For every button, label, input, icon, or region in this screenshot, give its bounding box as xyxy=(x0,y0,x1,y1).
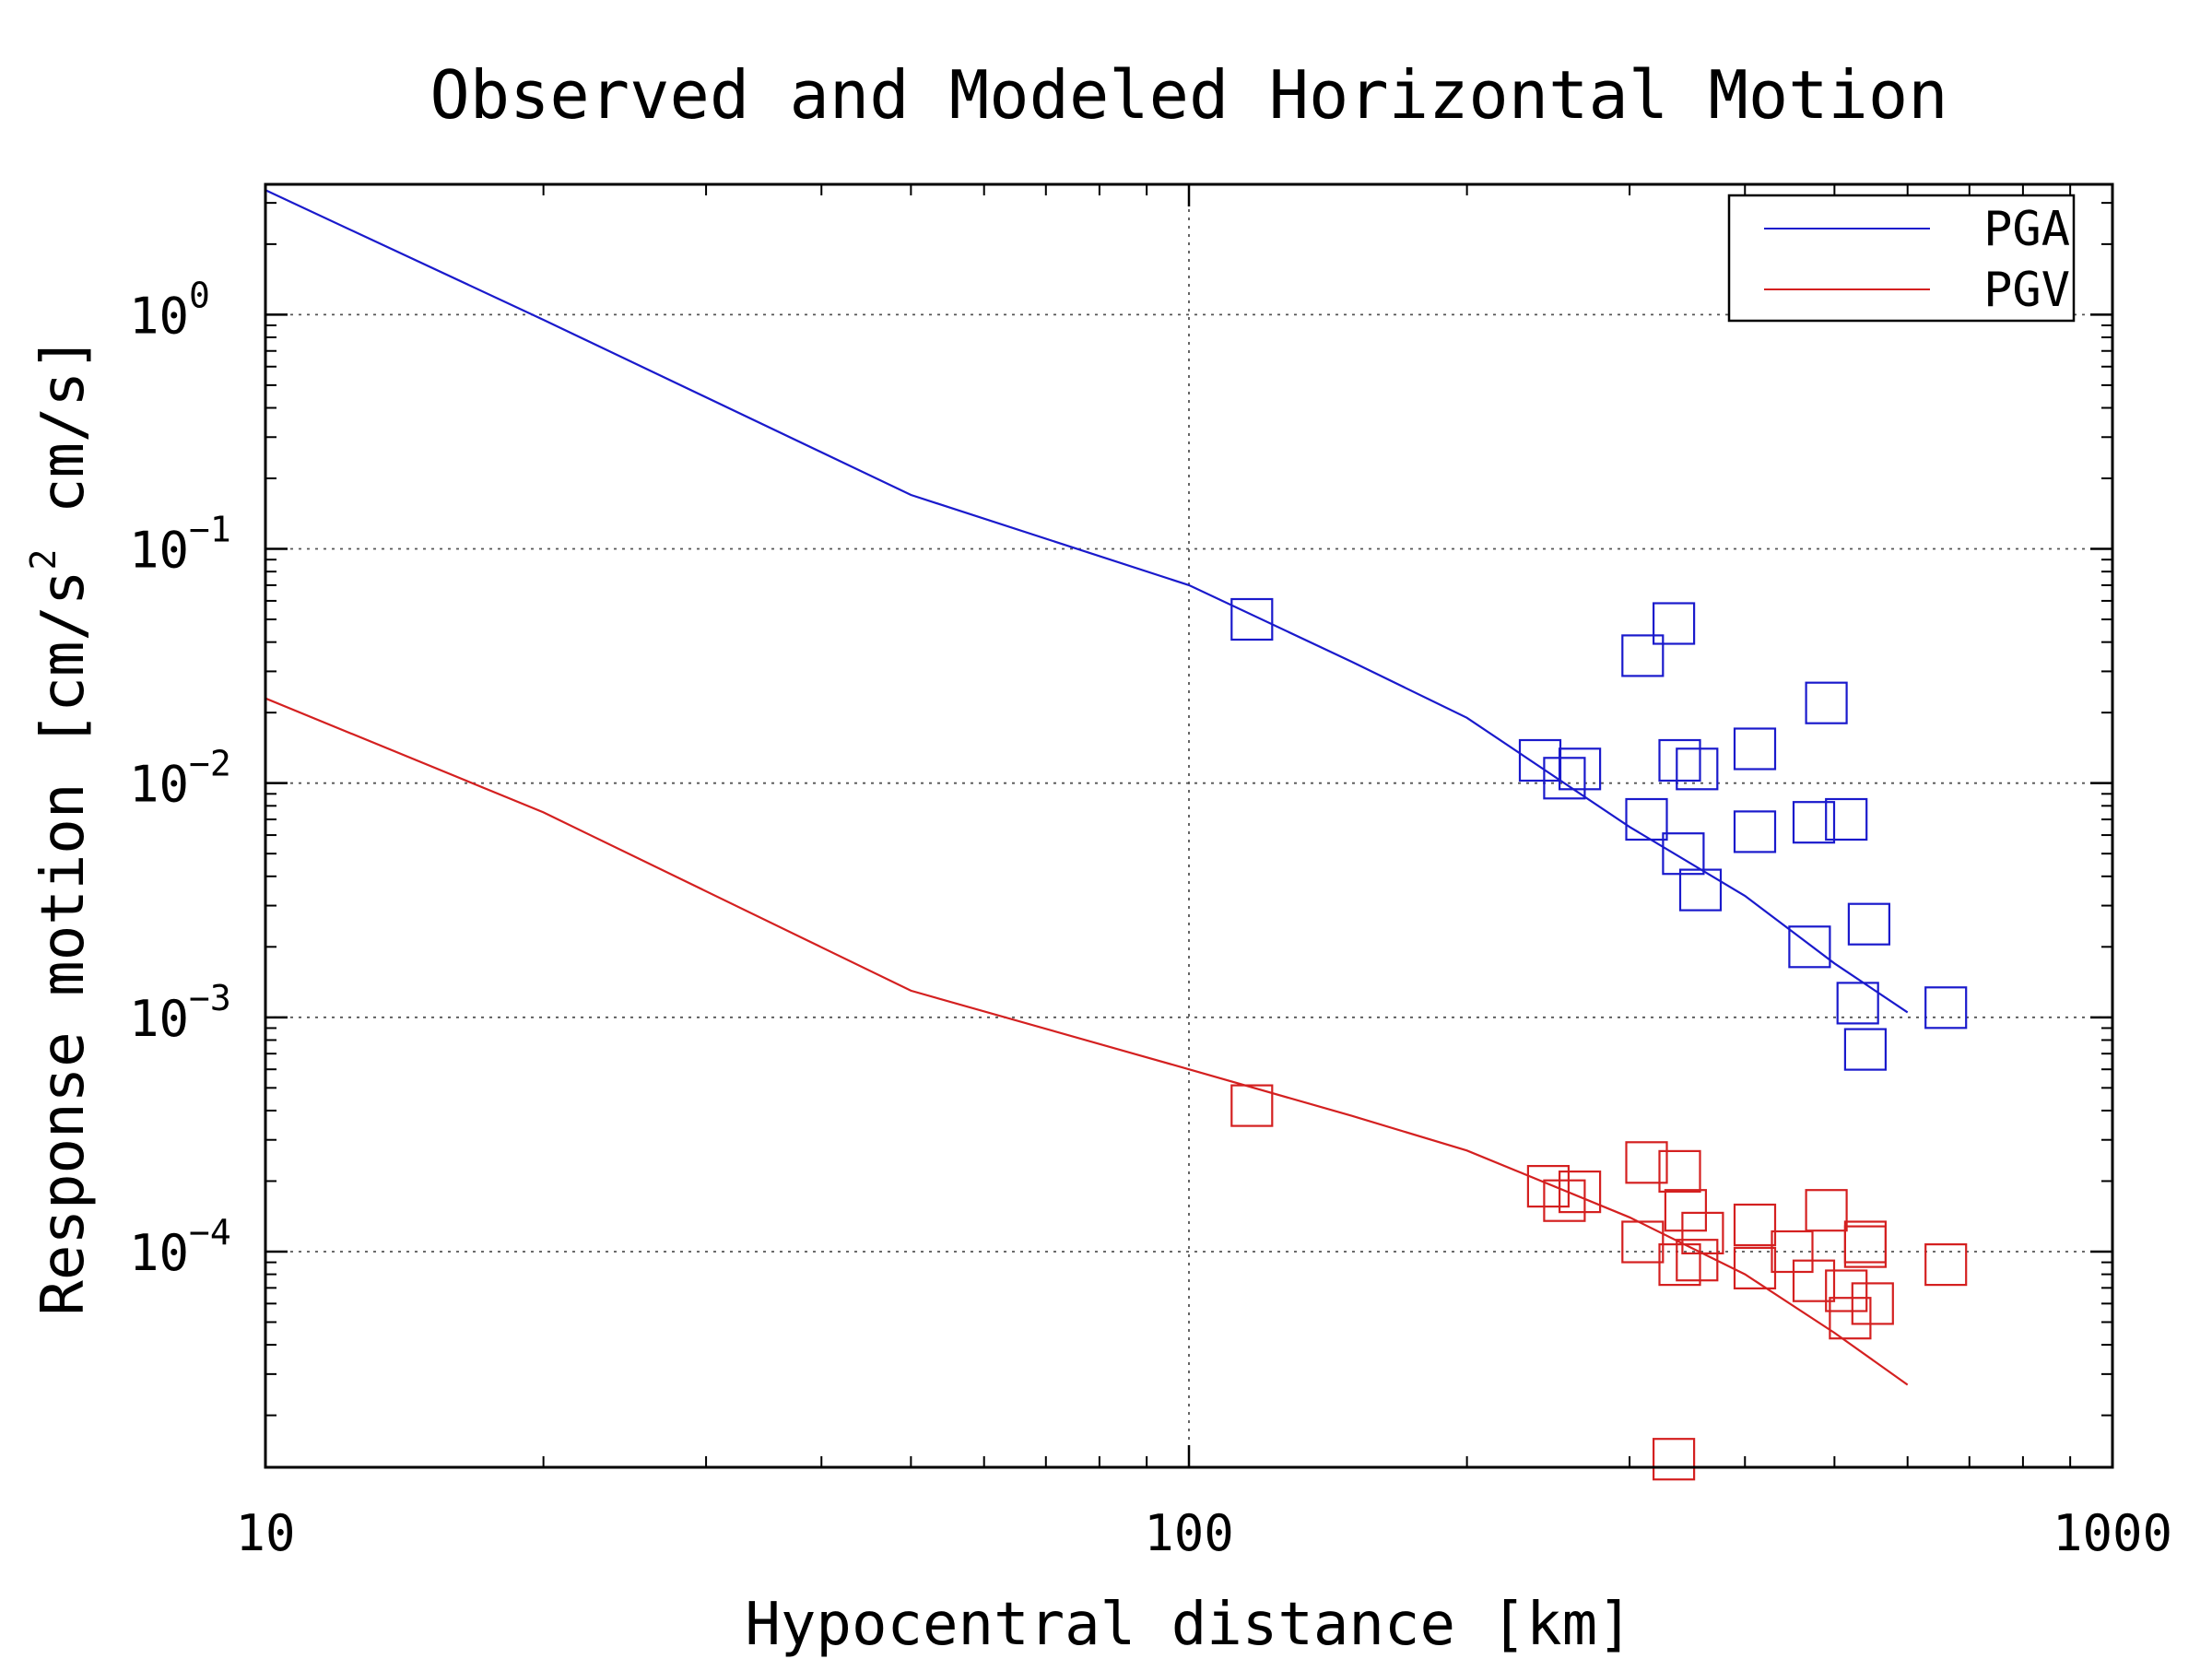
pga-observed-point xyxy=(1678,868,1723,912)
y-tick-label-base: 10 xyxy=(129,1224,189,1282)
y-tick-label-exponent: −3 xyxy=(189,978,231,1018)
series-layer xyxy=(265,189,1968,1481)
y-tick-label-exponent: −2 xyxy=(189,744,231,784)
y-tick-label-exponent: −1 xyxy=(189,510,231,550)
pgv-observed-point xyxy=(1658,1242,1701,1287)
pga-observed-point xyxy=(1662,832,1705,876)
pga-observed-point xyxy=(1733,810,1777,853)
pgv-observed-point xyxy=(1924,1242,1968,1287)
y-axis-label-unit: cm/s] xyxy=(29,335,98,548)
pga-observed-point xyxy=(1847,902,1891,946)
pga-observed-point xyxy=(1558,747,1602,791)
y-tick-label: 10−1 xyxy=(129,510,231,580)
y-tick-label-base: 10 xyxy=(129,522,189,580)
pga-observed-point xyxy=(1788,925,1831,969)
pgv-observed-point xyxy=(1805,1189,1848,1232)
legend-label-pgv: PGV xyxy=(1983,263,2070,318)
grid-lines xyxy=(265,184,2112,1467)
x-axis-label: Hypocentral distance [km] xyxy=(745,1591,1632,1659)
x-tick-label: 100 xyxy=(1144,1504,1234,1562)
pgv-observed-point xyxy=(1792,1259,1836,1302)
y-tick-label: 100 xyxy=(129,275,210,345)
chart-title: Observed and Modeled Horizontal Motion xyxy=(429,56,1947,134)
plot-frame xyxy=(264,182,2114,1469)
pga-observed-point xyxy=(1843,1028,1888,1071)
y-tick-label-exponent: 0 xyxy=(189,275,210,315)
pgv-observed-point xyxy=(1681,1211,1724,1255)
pgv-observed-point xyxy=(1664,1189,1708,1232)
pgv-observed-point xyxy=(1825,1269,1868,1312)
pgv-observed-point xyxy=(1652,1438,1696,1481)
pgv-observed-point xyxy=(1558,1170,1602,1214)
pgv-observed-point xyxy=(1843,1220,1888,1264)
pga-observed-point xyxy=(1825,797,1868,841)
pga-observed-point xyxy=(1924,986,1968,1030)
legend: PGA PGV xyxy=(1727,194,2076,323)
pgv-observed-point xyxy=(1526,1164,1571,1208)
series-pgv xyxy=(265,697,1968,1481)
pgv-observed-point xyxy=(1543,1179,1586,1222)
pga-observed-point xyxy=(1625,797,1668,841)
legend-label-pga: PGA xyxy=(1983,202,2070,257)
pga-observed-point xyxy=(1733,727,1777,771)
pga-observed-point xyxy=(1805,681,1848,724)
pga-observed-point xyxy=(1652,602,1696,645)
legend-box xyxy=(1727,194,2076,323)
y-tick-label-base: 10 xyxy=(129,756,189,814)
pgv-observed-point xyxy=(1230,1084,1274,1127)
pga-observed-point xyxy=(1658,738,1701,782)
pgv-observed-point xyxy=(1625,1141,1668,1184)
y-tick-label-exponent: −4 xyxy=(189,1212,231,1253)
y-axis-label: Response motion [cm/s2 cm/s] xyxy=(23,335,98,1315)
pgv-observed-point xyxy=(1676,1239,1719,1282)
y-tick-label: 10−4 xyxy=(129,1212,231,1282)
y-tick-label: 10−2 xyxy=(129,744,231,814)
x-tick-label: 10 xyxy=(235,1504,295,1562)
pgv-observed-point xyxy=(1621,1220,1665,1264)
pga-observed-point xyxy=(1543,757,1586,800)
pgv-observed-point xyxy=(1733,1246,1777,1290)
series-pga xyxy=(265,189,1968,1071)
pga-observed-point xyxy=(1836,982,1879,1025)
y-tick-label-base: 10 xyxy=(129,990,189,1048)
y-axis-label-main: Response motion [cm/s xyxy=(29,570,98,1315)
x-tick-labels: 10 100 1000 xyxy=(235,1504,2172,1562)
pgv-observed-point xyxy=(1733,1203,1777,1247)
y-axis-label-superscript: 2 xyxy=(23,549,64,571)
pgv-observed-point xyxy=(1658,1149,1701,1194)
y-tick-label-base: 10 xyxy=(129,287,189,345)
pga-observed-point xyxy=(1676,747,1719,791)
pgv-model-line xyxy=(265,697,1909,1386)
pgv-observed-point xyxy=(1851,1282,1894,1325)
y-tick-label: 10−3 xyxy=(129,978,231,1048)
pga-observed-point xyxy=(1230,597,1274,641)
pgv-observed-point xyxy=(1829,1297,1872,1340)
x-tick-label: 1000 xyxy=(2053,1504,2172,1562)
pgv-observed-point xyxy=(1771,1230,1814,1274)
pga-observed-point xyxy=(1792,801,1836,844)
pga-observed-point xyxy=(1621,634,1665,677)
